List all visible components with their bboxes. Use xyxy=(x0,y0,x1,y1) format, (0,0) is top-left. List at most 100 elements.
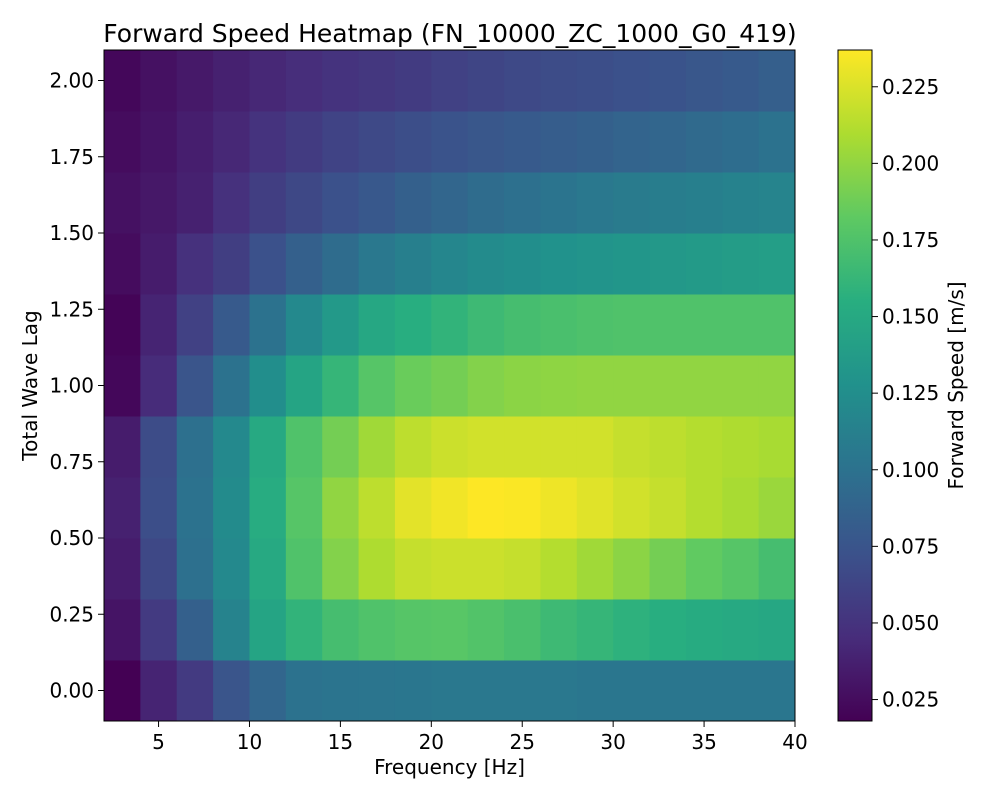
heatmap-cell xyxy=(431,111,469,173)
heatmap-cell xyxy=(540,599,578,661)
heatmap-cell xyxy=(249,477,287,539)
heatmap-cell xyxy=(758,172,796,234)
heatmap-cell xyxy=(104,416,141,478)
colorbar-tick-label: 0.050 xyxy=(882,611,939,635)
heatmap-cell xyxy=(576,111,614,173)
heatmap-cell xyxy=(613,111,651,173)
heatmap-cell xyxy=(358,294,396,356)
heatmap-cell xyxy=(613,233,651,295)
chart-title: Forward Speed Heatmap (FN_10000_ZC_1000_… xyxy=(103,19,796,48)
heatmap-cell xyxy=(213,660,250,722)
colorbar-ticks: 0.025 0.050 0.075 0.100 0.125 0.150 0.175 0.200… xyxy=(872,75,939,712)
colorbar-tick-label: 0.075 xyxy=(882,534,939,558)
colorbar-tick-label: 0.125 xyxy=(882,381,939,405)
heatmap-cell xyxy=(285,111,323,173)
heatmap-cell xyxy=(213,355,250,417)
y-axis-label: Total Wave Lag xyxy=(18,310,42,461)
heatmap-cell xyxy=(613,416,651,478)
heatmap-cell xyxy=(394,599,432,661)
heatmap-cell xyxy=(249,599,287,661)
heatmap-cell xyxy=(394,660,432,722)
heatmap-cell xyxy=(394,538,432,600)
heatmap-cell xyxy=(613,599,651,661)
heatmap-cell xyxy=(504,477,541,539)
heatmap-cell xyxy=(540,233,578,295)
heatmap-cell xyxy=(285,477,323,539)
x-axis-ticks: 5 10 15 20 25 30 35 40 xyxy=(152,721,808,754)
heatmap-cell xyxy=(140,111,178,173)
heatmap-cell xyxy=(722,599,760,661)
y-tick-label: 0.75 xyxy=(49,450,94,474)
heatmap-cell xyxy=(140,477,178,539)
heatmap-cell xyxy=(358,111,396,173)
heatmap-cell xyxy=(140,355,178,417)
heatmap-cell xyxy=(758,355,796,417)
y-axis-ticks: 0.00 0.25 0.50 0.75 1.00 1.25 1.50 1.75 2.00 xyxy=(49,69,104,703)
heatmap-cell xyxy=(176,233,214,295)
heatmap-cell xyxy=(285,599,323,661)
colorbar-tick-label: 0.225 xyxy=(882,75,939,99)
heatmap-cell xyxy=(285,416,323,478)
heatmap-cell xyxy=(358,172,396,234)
heatmap-cell xyxy=(467,416,505,478)
heatmap-cell xyxy=(322,50,360,112)
heatmap-cell xyxy=(504,50,541,112)
heatmap-cell xyxy=(613,50,651,112)
x-tick-label: 35 xyxy=(691,730,716,754)
heatmap-cell xyxy=(249,416,287,478)
x-tick-label: 25 xyxy=(510,730,535,754)
heatmap-cell xyxy=(431,477,469,539)
heatmap-cell xyxy=(431,233,469,295)
heatmap-cells xyxy=(104,50,796,722)
heatmap-cell xyxy=(249,294,287,356)
heatmap-cell xyxy=(540,355,578,417)
x-tick-label: 30 xyxy=(600,730,625,754)
heatmap-cell xyxy=(722,416,760,478)
heatmap-cell xyxy=(685,294,723,356)
heatmap-cell xyxy=(322,477,360,539)
colorbar-tick-label: 0.100 xyxy=(882,458,939,482)
heatmap-cell xyxy=(758,233,796,295)
heatmap-cell xyxy=(358,233,396,295)
heatmap-cell xyxy=(358,477,396,539)
heatmap-cell xyxy=(576,599,614,661)
heatmap-cell xyxy=(176,477,214,539)
heatmap-cell xyxy=(540,477,578,539)
heatmap-cell xyxy=(394,50,432,112)
heatmap-cell xyxy=(104,538,141,600)
heatmap-cell xyxy=(576,172,614,234)
heatmap-cell xyxy=(213,111,250,173)
x-tick-label: 20 xyxy=(419,730,444,754)
y-tick-label: 0.50 xyxy=(49,526,94,550)
heatmap-cell xyxy=(504,416,541,478)
heatmap-cell xyxy=(576,233,614,295)
heatmap-cell xyxy=(758,50,796,112)
heatmap-cell xyxy=(613,294,651,356)
x-tick-label: 5 xyxy=(152,730,165,754)
heatmap-cell xyxy=(140,50,178,112)
heatmap-cell xyxy=(722,111,760,173)
heatmap-cell xyxy=(649,50,687,112)
colorbar-tick-label: 0.175 xyxy=(882,228,939,252)
heatmap-cell xyxy=(685,477,723,539)
heatmap-cell xyxy=(213,294,250,356)
heatmap-cell xyxy=(394,416,432,478)
heatmap-cell xyxy=(722,477,760,539)
heatmap-cell xyxy=(249,660,287,722)
heatmap-cell xyxy=(213,50,250,112)
heatmap-cell xyxy=(649,172,687,234)
heatmap-cell xyxy=(431,172,469,234)
heatmap-cell xyxy=(358,660,396,722)
heatmap-cell xyxy=(540,172,578,234)
heatmap-cell xyxy=(394,233,432,295)
x-tick-label: 10 xyxy=(237,730,262,754)
heatmap-cell xyxy=(722,172,760,234)
heatmap-cell xyxy=(685,355,723,417)
heatmap-cell xyxy=(722,50,760,112)
heatmap-cell xyxy=(176,599,214,661)
heatmap-cell xyxy=(685,172,723,234)
heatmap-cell xyxy=(249,355,287,417)
heatmap-cell xyxy=(213,477,250,539)
heatmap-cell xyxy=(576,355,614,417)
colorbar-label: Forward Speed [m/s] xyxy=(944,281,968,489)
